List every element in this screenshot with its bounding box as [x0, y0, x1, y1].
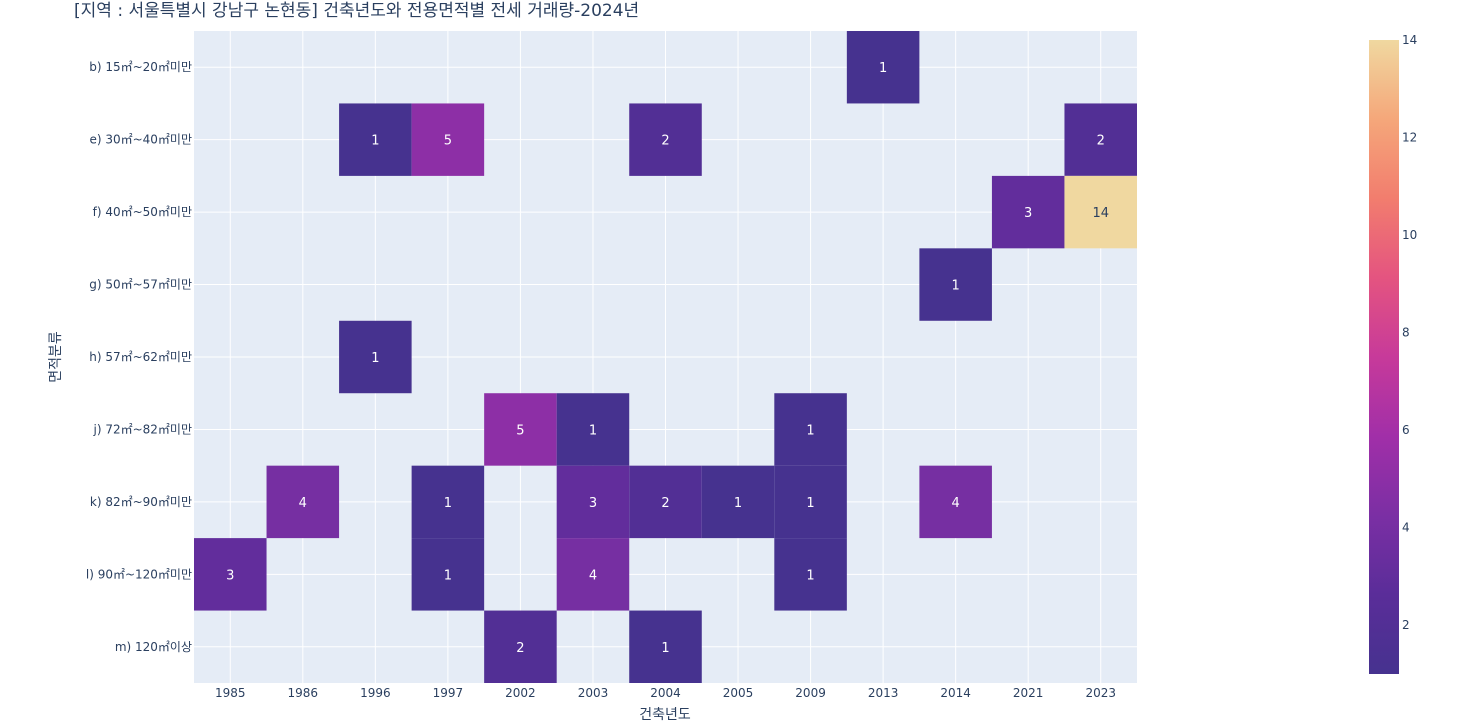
colorbar-tick-label: 4 [1402, 521, 1410, 535]
heatmap-cell [556, 538, 630, 611]
heatmap-cell [266, 465, 340, 539]
heatmap-cell [919, 248, 992, 321]
y-tick-label: l) 90㎡~120㎡미만 [86, 567, 192, 581]
cell-value-label: 1 [589, 423, 597, 438]
x-axis-ticks: 1985 1986 1996 1997 2002 2003 2004 2005 2009 2013… [215, 686, 1116, 700]
y-tick-label: m) 120㎡이상 [115, 640, 192, 654]
y-tick-label: g) 50㎡~57㎡미만 [89, 278, 192, 292]
cell-value-label: 2 [516, 641, 524, 656]
cell-value-label: 5 [516, 423, 524, 438]
y-tick-label: b) 15㎡~20㎡미만 [89, 60, 192, 74]
cell-value-label: 2 [661, 134, 669, 149]
heatmap-cell [194, 538, 267, 611]
cell-value-label: 1 [734, 496, 742, 511]
cell-value-label: 4 [589, 568, 597, 583]
x-tick-label: 2014 [940, 686, 971, 700]
colorbar-tick-label: 8 [1402, 326, 1410, 340]
heatmap-cell [774, 538, 847, 611]
cell-value-label: 1 [444, 496, 452, 511]
heatmap-cell [1064, 175, 1137, 249]
heatmap-cell [556, 393, 630, 466]
colorbar-tick-label: 6 [1402, 423, 1410, 437]
x-tick-label: 2003 [578, 686, 609, 700]
heatmap-cell [629, 465, 702, 539]
y-tick-label: k) 82㎡~90㎡미만 [90, 495, 192, 509]
cell-value-label: 1 [952, 279, 960, 294]
heatmap-cell [411, 103, 485, 176]
heatmap-cell [339, 103, 412, 176]
x-tick-label: 2002 [505, 686, 536, 700]
cell-value-label: 5 [444, 134, 452, 149]
cell-value-label: 1 [371, 134, 379, 149]
heatmap-cell [411, 538, 485, 611]
heatmap-cell [629, 103, 702, 176]
heatmap-cell [774, 465, 847, 539]
y-tick-label: e) 30㎡~40㎡미만 [89, 133, 192, 147]
x-tick-label: 2013 [868, 686, 899, 700]
cell-value-label: 1 [806, 568, 814, 583]
colorbar-tick-label: 14 [1402, 33, 1417, 47]
cell-value-label: 1 [444, 568, 452, 583]
y-tick-label: f) 40㎡~50㎡미만 [93, 205, 192, 219]
x-tick-label: 1985 [215, 686, 246, 700]
y-axis-label: 면적분류 [48, 331, 64, 383]
cell-value-label: 4 [299, 496, 307, 511]
colorbar-tick-label: 2 [1402, 618, 1410, 632]
heatmap-cell [701, 465, 775, 539]
x-tick-label: 2009 [795, 686, 826, 700]
heatmap-cell [339, 320, 412, 394]
heatmap-cell [629, 610, 702, 683]
heatmap-cell [774, 393, 847, 466]
cell-value-label: 1 [879, 61, 887, 76]
colorbar-tick-label: 12 [1402, 131, 1417, 145]
colorbar-gradient [1369, 40, 1399, 674]
cell-value-label: 1 [806, 423, 814, 438]
heatmap-cell [919, 465, 992, 539]
x-axis-label: 건축년도 [639, 707, 691, 723]
heatmap-cell [484, 610, 557, 683]
y-tick-label: h) 57㎡~62㎡미만 [89, 350, 192, 364]
heatmap-cell [991, 175, 1065, 249]
x-tick-label: 2005 [723, 686, 754, 700]
colorbar: 2 4 6 8 10 12 14 [1369, 33, 1417, 674]
cell-value-label: 2 [661, 496, 669, 511]
chart-title: [지역 : 서울특별시 강남구 논현동] 건축년도와 전용면적별 전세 거래량-… [74, 1, 639, 21]
cell-value-label: 2 [1097, 134, 1105, 149]
x-tick-label: 1997 [433, 686, 464, 700]
x-tick-label: 2021 [1013, 686, 1044, 700]
colorbar-tick-label: 10 [1402, 228, 1417, 242]
cell-value-label: 1 [371, 351, 379, 366]
y-tick-label: j) 72㎡~82㎡미만 [92, 422, 192, 436]
heatmap-cell [556, 465, 630, 539]
y-axis-ticks: b) 15㎡~20㎡미만 e) 30㎡~40㎡미만 f) 40㎡~50㎡미만 g) 5… [86, 60, 192, 654]
heatmap-cell [411, 465, 485, 539]
cell-value-label: 3 [589, 496, 597, 511]
x-tick-label: 1996 [360, 686, 391, 700]
cell-value-label: 3 [226, 568, 234, 583]
cell-value-label: 3 [1024, 206, 1032, 221]
cell-value-label: 4 [952, 496, 960, 511]
heatmap-cell [1064, 103, 1137, 176]
x-tick-label: 2023 [1085, 686, 1116, 700]
x-tick-label: 2004 [650, 686, 681, 700]
cell-value-label: 1 [661, 641, 669, 656]
cell-value-label: 1 [806, 496, 814, 511]
cell-value-label: 14 [1092, 206, 1109, 221]
heatmap-cell [484, 393, 557, 466]
x-tick-label: 1986 [288, 686, 319, 700]
heatmap-cell [846, 31, 920, 104]
